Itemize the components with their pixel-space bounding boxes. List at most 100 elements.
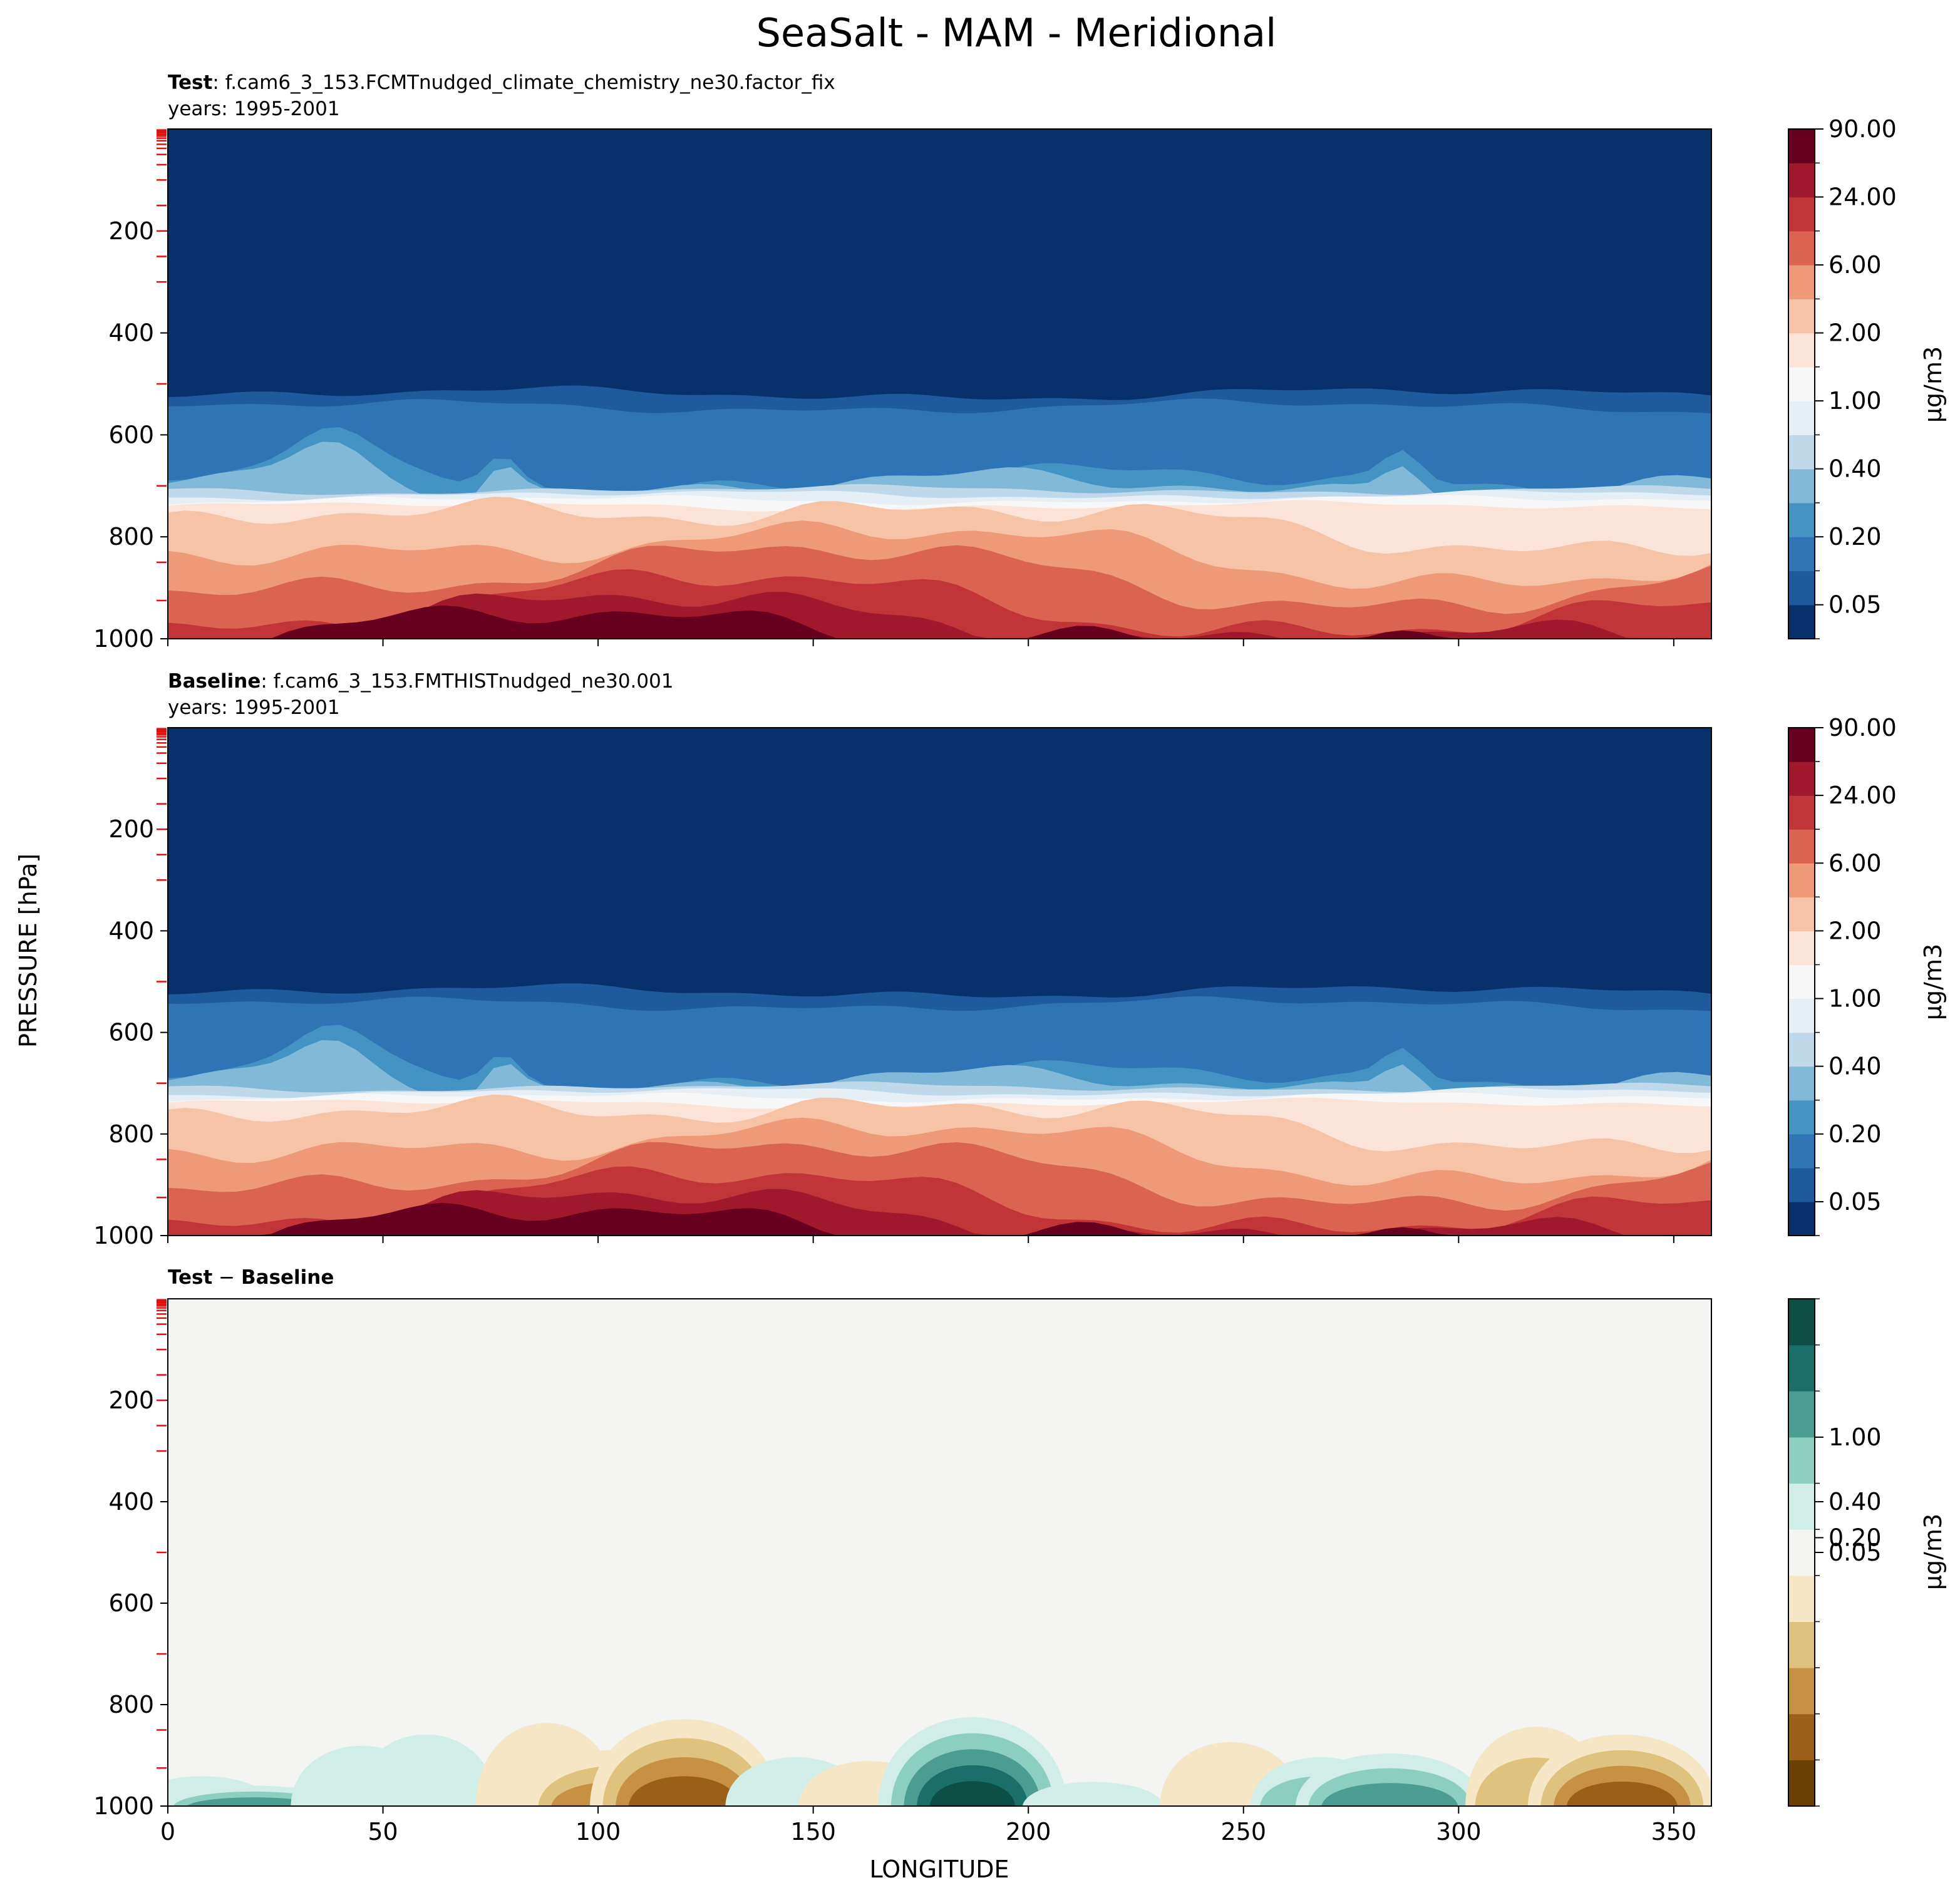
baseline-colorbar: 0.05 0.20 0.40 1.00 2.00 6.00 24.00 90.00 — [1788, 714, 1897, 1236]
plot-frame — [167, 128, 1712, 639]
y-tick-label: 200 — [108, 217, 154, 245]
colorbar-swatch — [1788, 998, 1815, 1033]
colorbar-tick-label: 90.00 — [1828, 714, 1897, 741]
colorbar-swatch — [1788, 1529, 1815, 1576]
colorbar-swatch — [1788, 1032, 1815, 1067]
colorbar-tick-label: 90.00 — [1828, 115, 1897, 143]
colorbar-swatch — [1788, 1391, 1815, 1438]
x-axis-label: LONGITUDE — [869, 1856, 1009, 1883]
difference-colorbar-units: μg/m3 — [1919, 1514, 1947, 1590]
test-y-ticks: 200 400 600 800 1000 — [93, 129, 168, 653]
colorbar-swatch — [1788, 401, 1815, 435]
colorbar-swatch — [1788, 333, 1815, 368]
baseline-x-ticks — [167, 1236, 1674, 1243]
colorbar-tick-label: 1.00 — [1828, 985, 1882, 1013]
colorbar-tick-label: 2.00 — [1828, 917, 1882, 944]
baseline-panel-title: Baseline: f.cam6_3_153.FMTHISTnudged_ne3… — [168, 670, 674, 693]
colorbar-swatch — [1788, 964, 1815, 999]
baseline-contour-plot — [167, 727, 1712, 1236]
colorbar-frame — [1788, 727, 1815, 1236]
anomaly-contour — [1023, 1782, 1163, 1806]
x-tick-label: 300 — [1436, 1818, 1482, 1846]
contour-band — [168, 1299, 1711, 1806]
colorbar-tick-label: 0.20 — [1828, 1524, 1882, 1551]
x-tick-label: 100 — [575, 1818, 621, 1846]
y-tick-label: 600 — [108, 1589, 154, 1617]
colorbar-swatch — [1788, 366, 1815, 401]
difference-label-test: Test — [168, 1266, 213, 1289]
y-tick-label: 400 — [108, 917, 154, 944]
y-tick-label: 600 — [108, 421, 154, 448]
y-tick-label: 800 — [108, 523, 154, 550]
test-label-bold: Test — [168, 71, 213, 94]
anomaly-contour — [1567, 1781, 1678, 1806]
x-tick-label: 350 — [1651, 1818, 1697, 1846]
colorbar-swatch — [1788, 829, 1815, 864]
anomaly-contour — [629, 1776, 740, 1806]
colorbar-swatch — [1788, 1133, 1815, 1169]
colorbar-tick-label: 0.40 — [1828, 1053, 1882, 1080]
colorbar-swatch — [1788, 762, 1815, 796]
colorbar-swatch — [1788, 299, 1815, 334]
test-colorbar-units: μg/m3 — [1919, 346, 1947, 423]
colorbar-swatch — [1788, 1167, 1815, 1202]
colorbar-swatch — [1788, 1483, 1815, 1530]
colorbar-swatch — [1788, 1100, 1815, 1135]
colorbar-swatch — [1788, 265, 1815, 299]
colorbar-tick-label: 0.40 — [1828, 1488, 1882, 1515]
baseline-y-ticks: 200 400 600 800 1000 — [93, 728, 168, 1249]
test-contour-plot — [167, 128, 1712, 639]
colorbar-swatch — [1788, 1713, 1815, 1760]
colorbar-swatch — [1788, 537, 1815, 572]
y-axis-label: PRESSURE [hPa] — [14, 854, 42, 1048]
anomaly-contour — [187, 1797, 321, 1806]
colorbar-swatch — [1788, 1760, 1815, 1807]
colorbar-swatch — [1788, 863, 1815, 897]
test-panel-title: Test: f.cam6_3_153.FCMTnudged_climate_ch… — [168, 71, 835, 94]
colorbar-tick-label: 1.00 — [1828, 1423, 1882, 1451]
contour-band — [168, 1202, 1711, 1236]
colorbar-tick-label: 24.00 — [1828, 782, 1897, 809]
x-tick-label: 150 — [790, 1818, 836, 1846]
colorbar-tick-label: 6.00 — [1828, 849, 1882, 877]
test-colorbar: 0.05 0.20 0.40 1.00 2.00 6.00 24.00 90.00 — [1788, 115, 1897, 639]
baseline-label-bold: Baseline — [168, 670, 260, 693]
y-tick-label: 600 — [108, 1019, 154, 1046]
colorbar-swatch — [1788, 468, 1815, 503]
colorbar-tick-label: 1.00 — [1828, 387, 1882, 415]
colorbar-swatch — [1788, 897, 1815, 931]
y-tick-label: 1000 — [93, 1222, 154, 1249]
y-tick-label: 800 — [108, 1120, 154, 1148]
colorbar-frame — [1788, 128, 1815, 639]
colorbar-swatch — [1788, 163, 1815, 198]
difference-x-ticks: 0 50 100 150 200 250 300 350 — [160, 1806, 1696, 1846]
figure-title: SeaSalt - MAM - Meridional — [756, 10, 1277, 56]
difference-y-ticks: 200 400 600 800 1000 — [93, 1299, 168, 1820]
difference-panel-title: Test − Baseline — [168, 1266, 334, 1289]
colorbar-swatch — [1788, 931, 1815, 966]
colorbar-swatch — [1788, 1575, 1815, 1622]
test-panel: Test: f.cam6_3_153.FCMTnudged_climate_ch… — [93, 71, 1947, 653]
colorbar-tick-label: 24.00 — [1828, 183, 1897, 211]
colorbar-tick-label: 0.20 — [1828, 523, 1882, 550]
colorbar-swatch — [1788, 129, 1815, 163]
difference-panel: Test − Baseline 200 400 600 800 1000 0 50 100 1… — [93, 1266, 1947, 1846]
colorbar-swatch — [1788, 1437, 1815, 1484]
y-tick-label: 200 — [108, 1386, 154, 1414]
x-tick-label: 0 — [160, 1818, 175, 1846]
baseline-label-case: : f.cam6_3_153.FMTHISTnudged_ne30.001 — [260, 670, 673, 693]
plot-frame — [167, 1298, 1712, 1807]
colorbar-tick-label: 0.40 — [1828, 455, 1882, 483]
colorbar-tick-label: 2.00 — [1828, 319, 1882, 347]
y-tick-label: 400 — [108, 1488, 154, 1515]
test-years: years: 1995-2001 — [168, 98, 340, 120]
y-tick-label: 200 — [108, 815, 154, 843]
y-tick-label: 800 — [108, 1691, 154, 1718]
colorbar-swatch — [1788, 1066, 1815, 1101]
anomaly-contour — [355, 1734, 497, 1806]
test-x-ticks — [167, 639, 1674, 646]
contour-band — [168, 605, 1711, 639]
colorbar-swatch — [1788, 795, 1815, 830]
colorbar-swatch — [1788, 1668, 1815, 1715]
